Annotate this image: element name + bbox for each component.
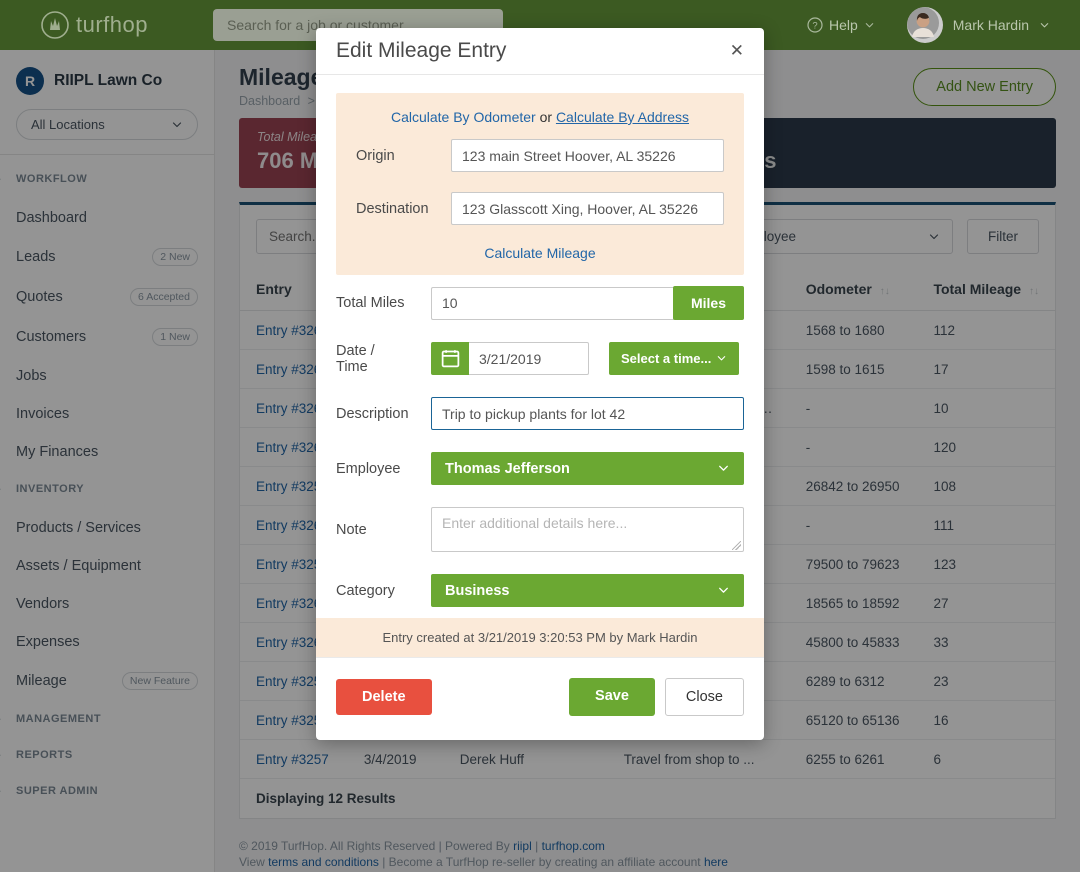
svg-text:?: ? bbox=[812, 21, 817, 32]
